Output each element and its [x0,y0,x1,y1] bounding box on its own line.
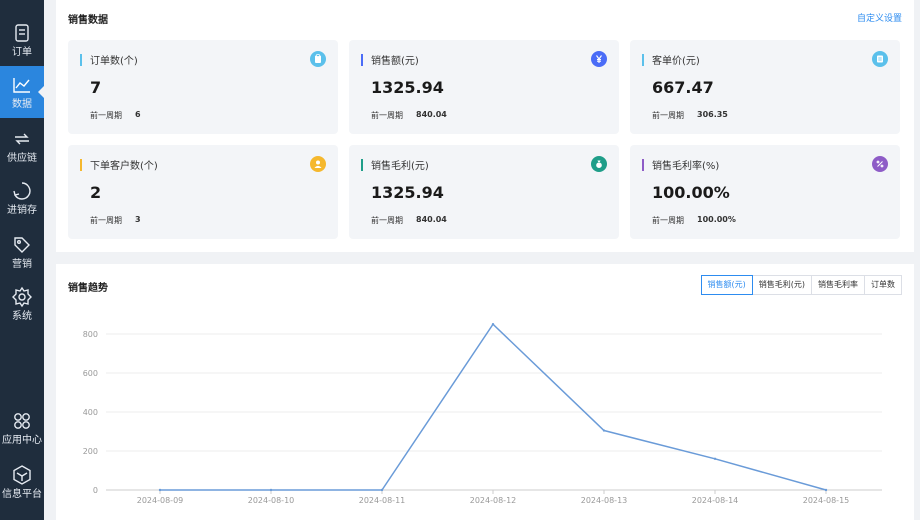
metric-tabs: 销售额(元) 销售毛利(元) 销售毛利率 订单数 [700,275,902,295]
card-value: 1325.94 [371,183,444,202]
data-point [158,488,162,492]
percent-icon [872,156,888,172]
card-title: 订单数(个) [90,56,138,67]
sidebar-item-info-platform[interactable]: 信息平台 [0,456,44,508]
card-accent-bar [80,54,82,66]
data-point [491,323,495,326]
y-tick-label: 600 [83,369,98,378]
prev-period-value: 3 [135,215,141,224]
kpi-card-customers: 下单客户数(个) 2 前一周期 3 [68,145,338,239]
x-tick-label: 2024-08-10 [248,496,295,505]
prev-period-label: 前一周期 [652,111,684,120]
sidebar-item-orders[interactable]: 订单 [0,14,44,66]
card-value: 100.00% [652,183,730,202]
card-accent-bar [361,159,363,171]
sidebar-item-supply-chain[interactable]: 供应链 [0,120,44,172]
kpi-card-gross-profit: 销售毛利(元) 1325.94 前一周期 840.04 [349,145,619,239]
clipboard-icon [310,51,326,67]
chart-icon [11,74,33,96]
card-accent-bar [642,54,644,66]
x-tick-label: 2024-08-12 [470,496,517,505]
data-point [380,488,384,492]
sidebar-item-inventory[interactable]: 进销存 [0,172,44,224]
tab-sales-amount[interactable]: 销售额(元) [700,275,753,295]
card-accent-bar [80,159,82,171]
y-tick-label: 200 [83,447,98,456]
card-title: 销售毛利率(%) [652,161,720,172]
prev-period-value: 6 [135,110,141,119]
sidebar-item-label: 系统 [12,310,32,322]
y-tick-label: 400 [83,408,98,417]
section-title: 销售数据 [68,15,108,26]
tab-order-count[interactable]: 订单数 [864,275,902,295]
card-accent-bar [361,54,363,66]
prev-period-value: 306.35 [697,110,728,119]
prev-period-label: 前一周期 [371,111,403,120]
card-value: 7 [90,78,102,97]
x-tick-label: 2024-08-14 [692,496,739,505]
card-title: 客单价(元) [652,56,700,67]
x-tick-label: 2024-08-09 [137,496,184,505]
sidebar-item-label: 进销存 [7,204,37,216]
kpi-card-orders: 订单数(个) 7 前一周期 6 [68,40,338,134]
data-point [602,429,606,432]
prev-period-value: 840.04 [416,215,447,224]
sidebar: 订单 数据 供应链 进销存 营销 系统 应用中心 [0,0,44,520]
prev-period-label: 前一周期 [371,216,403,225]
kpi-card-avg-order: 客单价(元) 667.47 前一周期 306.35 [630,40,900,134]
sales-trend-chart: 0 200 400 600 800 2024-08-09 2024-08-10 2024-08… [83,323,882,505]
kpi-card-gross-margin: 销售毛利率(%) 100.00% 前一周期 100.00% [630,145,900,239]
sidebar-item-label: 订单 [12,46,32,58]
y-tick-label: 0 [93,486,98,495]
user-icon [310,156,326,172]
sidebar-item-marketing[interactable]: 营销 [0,226,44,278]
custom-settings-link[interactable]: 自定义设置 [856,14,902,24]
prev-period-value: 840.04 [416,110,447,119]
sales-data-panel: 销售数据 自定义设置 订单数(个) 7 前一周期 6 销售额(元) 1325.9… [56,0,914,252]
prev-period-label: 前一周期 [90,216,122,225]
x-tick-label: 2024-08-13 [581,496,628,505]
x-tick-label: 2024-08-11 [359,496,406,505]
sidebar-item-label: 营销 [12,258,32,270]
platform-icon [11,464,33,486]
series-line [160,323,827,491]
data-point [713,457,717,460]
supply-chain-icon [11,128,33,150]
gear-icon [11,286,33,308]
card-title: 销售毛利(元) [371,161,429,172]
yen-icon [591,51,607,67]
money-bag-icon [591,156,607,172]
sidebar-item-label: 信息平台 [2,488,42,500]
inventory-icon [11,180,33,202]
sales-trend-panel: 销售趋势 销售额(元) 销售毛利(元) 销售毛利率 订单数 0 200 400 600… [56,264,914,520]
apps-icon [11,410,33,432]
section-title: 销售趋势 [68,283,108,294]
prev-period-value: 100.00% [697,215,736,224]
data-point [269,488,273,492]
card-value: 1325.94 [371,78,444,97]
order-icon [11,22,33,44]
kpi-card-sales: 销售额(元) 1325.94 前一周期 840.04 [349,40,619,134]
card-value: 667.47 [652,78,714,97]
receipt-icon [872,51,888,67]
sidebar-item-label: 供应链 [7,152,37,164]
sidebar-item-label: 应用中心 [2,434,42,446]
sidebar-item-system[interactable]: 系统 [0,278,44,330]
data-point [824,488,828,492]
prev-period-label: 前一周期 [652,216,684,225]
tag-icon [11,234,33,256]
card-title: 下单客户数(个) [90,161,158,172]
y-tick-label: 800 [83,330,98,339]
sidebar-item-label: 数据 [12,98,32,110]
card-accent-bar [642,159,644,171]
prev-period-label: 前一周期 [90,111,122,120]
sidebar-item-data[interactable]: 数据 [0,66,44,118]
x-tick-label: 2024-08-15 [803,496,850,505]
card-value: 2 [90,183,102,202]
card-title: 销售额(元) [371,56,419,67]
sidebar-item-app-center[interactable]: 应用中心 [0,402,44,454]
